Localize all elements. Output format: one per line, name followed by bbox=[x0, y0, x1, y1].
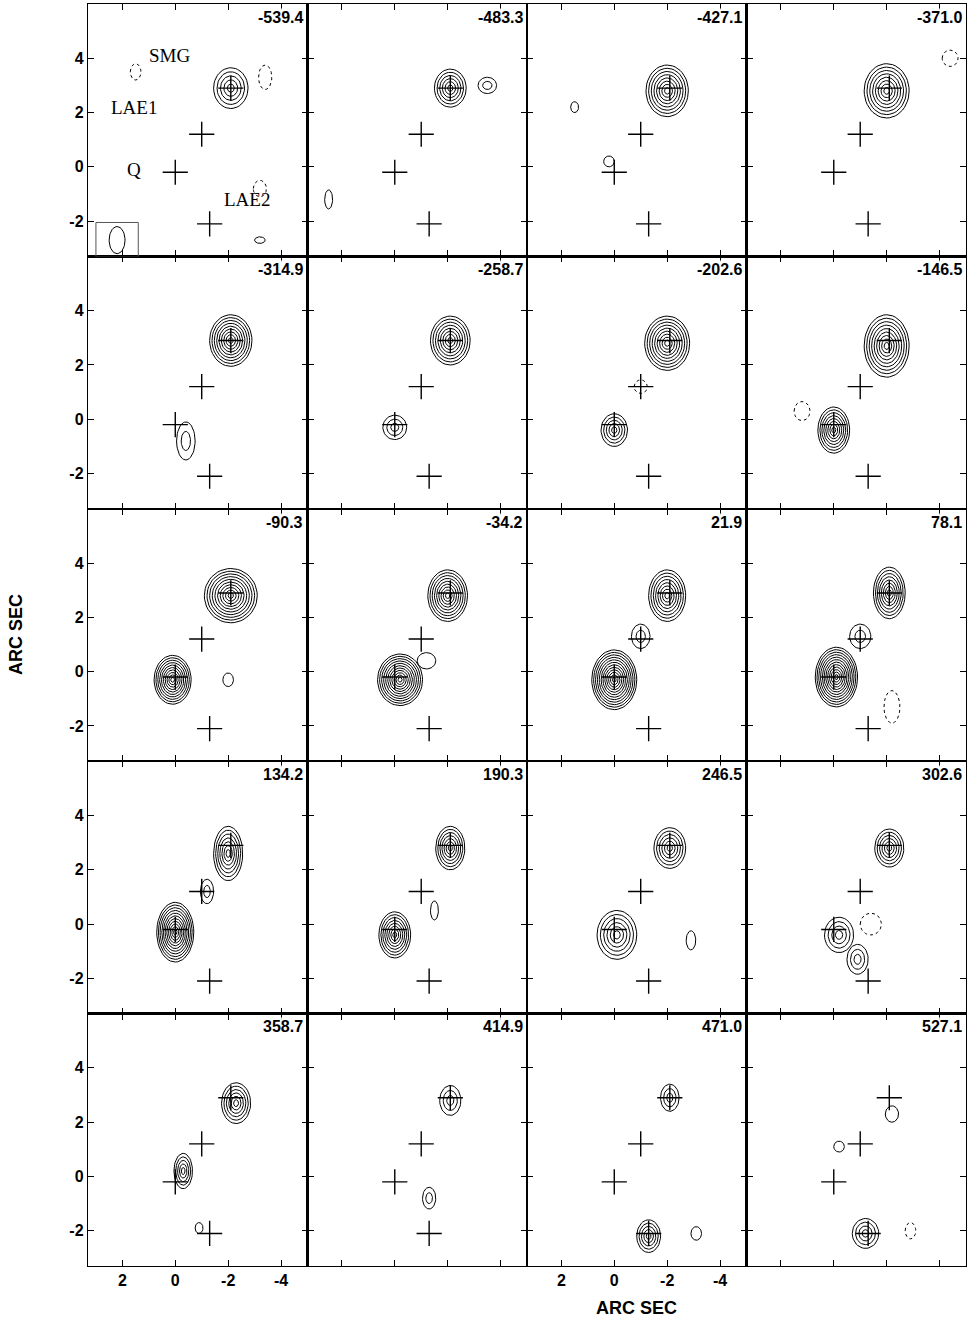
svg-text:-483.3: -483.3 bbox=[478, 9, 523, 26]
svg-text:2: 2 bbox=[118, 1272, 127, 1289]
svg-text:527.1: 527.1 bbox=[922, 1018, 962, 1035]
svg-text:4: 4 bbox=[75, 555, 84, 572]
svg-text:-4: -4 bbox=[713, 1272, 727, 1289]
svg-text:-146.5: -146.5 bbox=[917, 261, 962, 278]
svg-text:-2: -2 bbox=[69, 718, 83, 735]
svg-text:2: 2 bbox=[557, 1272, 566, 1289]
svg-text:134.2: 134.2 bbox=[263, 766, 303, 783]
svg-text:-539.4: -539.4 bbox=[258, 9, 303, 26]
svg-text:0: 0 bbox=[75, 1168, 84, 1185]
svg-text:-2: -2 bbox=[69, 465, 83, 482]
svg-text:-2: -2 bbox=[69, 213, 83, 230]
svg-text:0: 0 bbox=[610, 1272, 619, 1289]
svg-text:-202.6: -202.6 bbox=[697, 261, 742, 278]
svg-text:ARC SEC: ARC SEC bbox=[6, 594, 26, 675]
svg-text:190.3: 190.3 bbox=[483, 766, 523, 783]
svg-text:Q: Q bbox=[127, 159, 141, 180]
svg-text:4: 4 bbox=[75, 50, 84, 67]
svg-text:-427.1: -427.1 bbox=[697, 9, 742, 26]
svg-text:2: 2 bbox=[75, 1114, 84, 1131]
svg-text:414.9: 414.9 bbox=[483, 1018, 523, 1035]
svg-text:302.6: 302.6 bbox=[922, 766, 962, 783]
svg-text:78.1: 78.1 bbox=[931, 514, 962, 531]
svg-text:-314.9: -314.9 bbox=[258, 261, 303, 278]
svg-text:0: 0 bbox=[75, 663, 84, 680]
svg-text:-258.7: -258.7 bbox=[478, 261, 523, 278]
svg-text:0: 0 bbox=[75, 411, 84, 428]
svg-text:4: 4 bbox=[75, 807, 84, 824]
svg-text:-2: -2 bbox=[69, 970, 83, 987]
svg-text:4: 4 bbox=[75, 1059, 84, 1076]
svg-text:-2: -2 bbox=[660, 1272, 674, 1289]
svg-text:358.7: 358.7 bbox=[263, 1018, 303, 1035]
svg-text:21.9: 21.9 bbox=[711, 514, 742, 531]
svg-text:-90.3: -90.3 bbox=[266, 514, 303, 531]
svg-text:471.0: 471.0 bbox=[702, 1018, 742, 1035]
svg-text:-371.0: -371.0 bbox=[917, 9, 962, 26]
svg-text:2: 2 bbox=[75, 104, 84, 121]
svg-text:LAE1: LAE1 bbox=[111, 97, 157, 118]
svg-text:246.5: 246.5 bbox=[702, 766, 742, 783]
svg-text:0: 0 bbox=[75, 916, 84, 933]
svg-text:SMG: SMG bbox=[149, 45, 190, 66]
svg-text:0: 0 bbox=[171, 1272, 180, 1289]
svg-text:-2: -2 bbox=[69, 1222, 83, 1239]
svg-text:2: 2 bbox=[75, 861, 84, 878]
svg-text:0: 0 bbox=[75, 158, 84, 175]
svg-text:LAE2: LAE2 bbox=[224, 189, 270, 210]
svg-text:ARC SEC: ARC SEC bbox=[596, 1298, 677, 1318]
svg-text:2: 2 bbox=[75, 609, 84, 626]
svg-text:-34.2: -34.2 bbox=[486, 514, 523, 531]
svg-text:2: 2 bbox=[75, 357, 84, 374]
svg-text:4: 4 bbox=[75, 302, 84, 319]
svg-text:-4: -4 bbox=[274, 1272, 288, 1289]
svg-text:-2: -2 bbox=[221, 1272, 235, 1289]
